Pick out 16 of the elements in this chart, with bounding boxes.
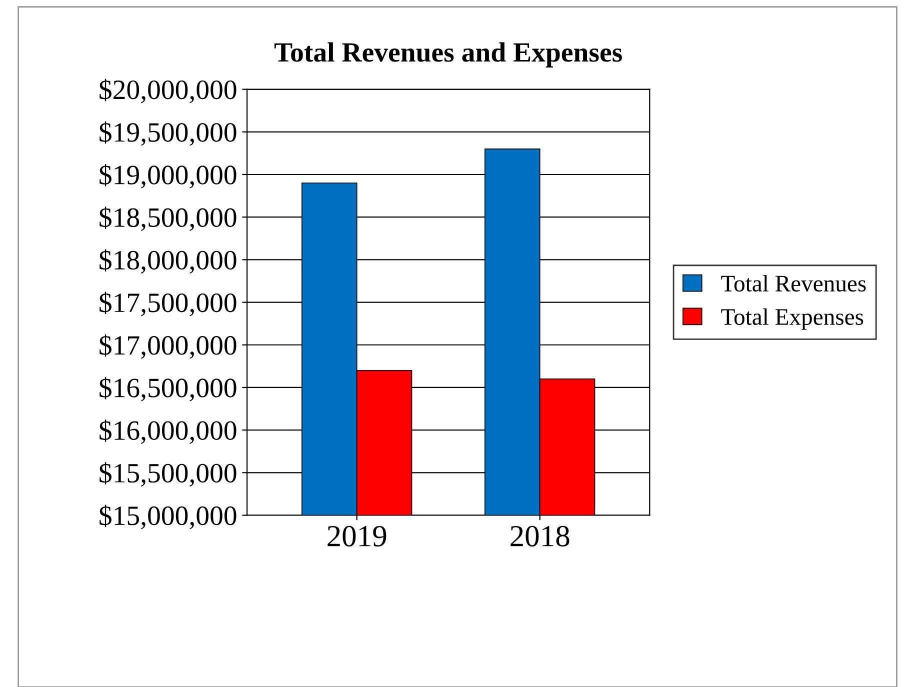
y-tick-label: $15,000,000	[100, 504, 236, 530]
y-tick-label: $18,000,000	[100, 249, 236, 274]
y-tick-label: $15,500,000	[100, 462, 236, 487]
x-tick-label: 2018	[510, 526, 570, 546]
chart-title: Total Revenues and Expenses	[274, 42, 622, 68]
y-tick-label: $19,500,000	[100, 121, 236, 146]
y-tick-label: $17,500,000	[100, 292, 236, 316]
y-tick-label: $19,000,000	[100, 164, 236, 188]
x-tick-label: 2019	[328, 526, 386, 546]
y-tick-label: $17,000,000	[100, 334, 236, 359]
legend-label: Total Revenues	[721, 274, 866, 292]
y-tick-label: $16,000,000	[100, 420, 236, 444]
y-tick-label: $18,500,000	[100, 206, 236, 231]
y-tick-label: $20,000,000	[100, 78, 236, 104]
legend-label: Total Expenses	[721, 308, 864, 330]
y-tick-label: $16,500,000	[100, 376, 236, 402]
